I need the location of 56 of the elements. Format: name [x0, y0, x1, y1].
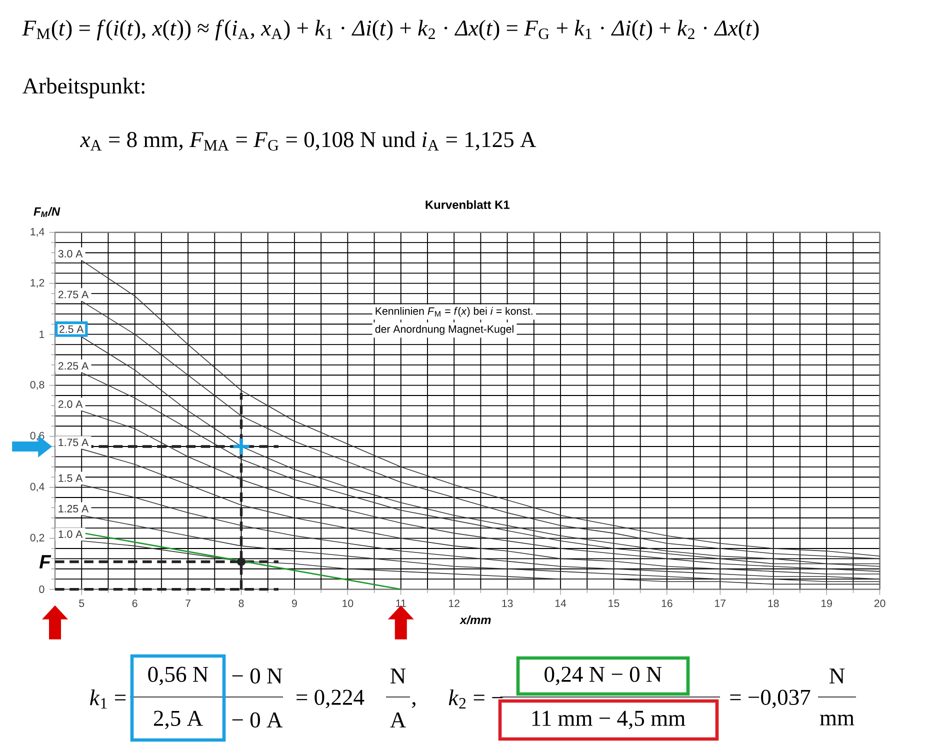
text: 0,56 N	[148, 666, 208, 686]
series-label: 1.5 A	[58, 474, 83, 482]
x-tick-label: 12	[449, 600, 460, 608]
x-tick-label: 17	[715, 600, 726, 607]
text: A	[390, 712, 406, 728]
x-tick-label: 20	[874, 600, 886, 608]
series-label: 2.25 A	[58, 362, 89, 370]
x-tick-label: 7	[186, 600, 190, 607]
series-label: 3.0 A	[58, 250, 83, 258]
x-tick-label: 10	[342, 600, 354, 608]
text: N	[390, 668, 406, 684]
x-tick-label: 13	[502, 600, 513, 608]
x-tick-label: 16	[662, 600, 672, 608]
text: = 0,224	[296, 690, 364, 708]
x-tick-label: 19	[821, 600, 832, 608]
x-tick-label: 14	[555, 600, 566, 607]
text: − 0 N	[232, 668, 282, 684]
x-tick-label: 18	[768, 600, 779, 608]
text: k$_{1}$ =	[90, 689, 126, 709]
text: − 0 A	[232, 712, 283, 728]
text: Arbeitspunkt:	[22, 78, 144, 98]
chart-title: Kurvenblatt K1	[426, 200, 510, 210]
text: = −0,037	[730, 690, 810, 708]
y-tick-label: 0	[39, 586, 44, 594]
y-tick-label: 1	[40, 330, 44, 338]
y-axis-title: F$_{M}$/N	[34, 206, 60, 217]
series-label: 2.75 A	[58, 290, 89, 298]
text: mm	[820, 714, 854, 726]
y-tick-label: 0,2	[30, 534, 44, 543]
annotation: der Anordnung Magnet-Kugel	[375, 325, 514, 335]
text: 11 mm − 4,5 mm	[532, 710, 686, 730]
text: F$_{M}$(t) = f(i(t), x(t)) ≈ f(i$_{A}$, x$_{A}$) + k$_{1}$ · Δi(t) + k$_{2}$ · Δx(t) = F$_{G}$ + k$_{1}$ · Δi(t) + k$_{2}$ · Δx(t)	[22, 20, 759, 40]
y-tick-label: 0,8	[30, 380, 44, 390]
x-tick-label: 8	[238, 600, 244, 608]
x-axis-title: x/mm	[460, 615, 491, 624]
x-tick-label: 9	[292, 600, 297, 608]
x-tick-label: 15	[608, 600, 620, 608]
series-label: 2.0 A	[58, 400, 83, 408]
x-tick-label: 5	[79, 600, 84, 608]
text: N	[830, 668, 845, 684]
series-label: 1.25 A	[58, 504, 89, 512]
x-tick-label: 6	[132, 600, 138, 608]
text: k$_{2}$ = −	[448, 689, 503, 709]
text: 0,24 N − 0 N	[544, 666, 662, 686]
x-tick-label: 11	[396, 600, 406, 607]
text: ,	[412, 702, 416, 708]
y-tick-label: 1,2	[30, 278, 44, 288]
text: x$_{A}$ = 8 mm, F$_{MA}$ = F$_{G}$ = 0,108 N und i$_{A}$ = 1,125 A	[80, 131, 536, 151]
series-label: 1.0 A	[58, 530, 83, 538]
series-label: 1.75 A	[58, 438, 89, 446]
text: 2,5 A	[154, 710, 203, 730]
y-tick-label: 1,4	[30, 228, 44, 237]
ref-line-label: F	[39, 555, 52, 568]
y-tick-label: 0,4	[30, 482, 44, 492]
text: Kennlinien F$_{M}$ = f(x) bei i = konst.	[376, 307, 532, 317]
series-label: 2.5 A	[60, 325, 84, 333]
